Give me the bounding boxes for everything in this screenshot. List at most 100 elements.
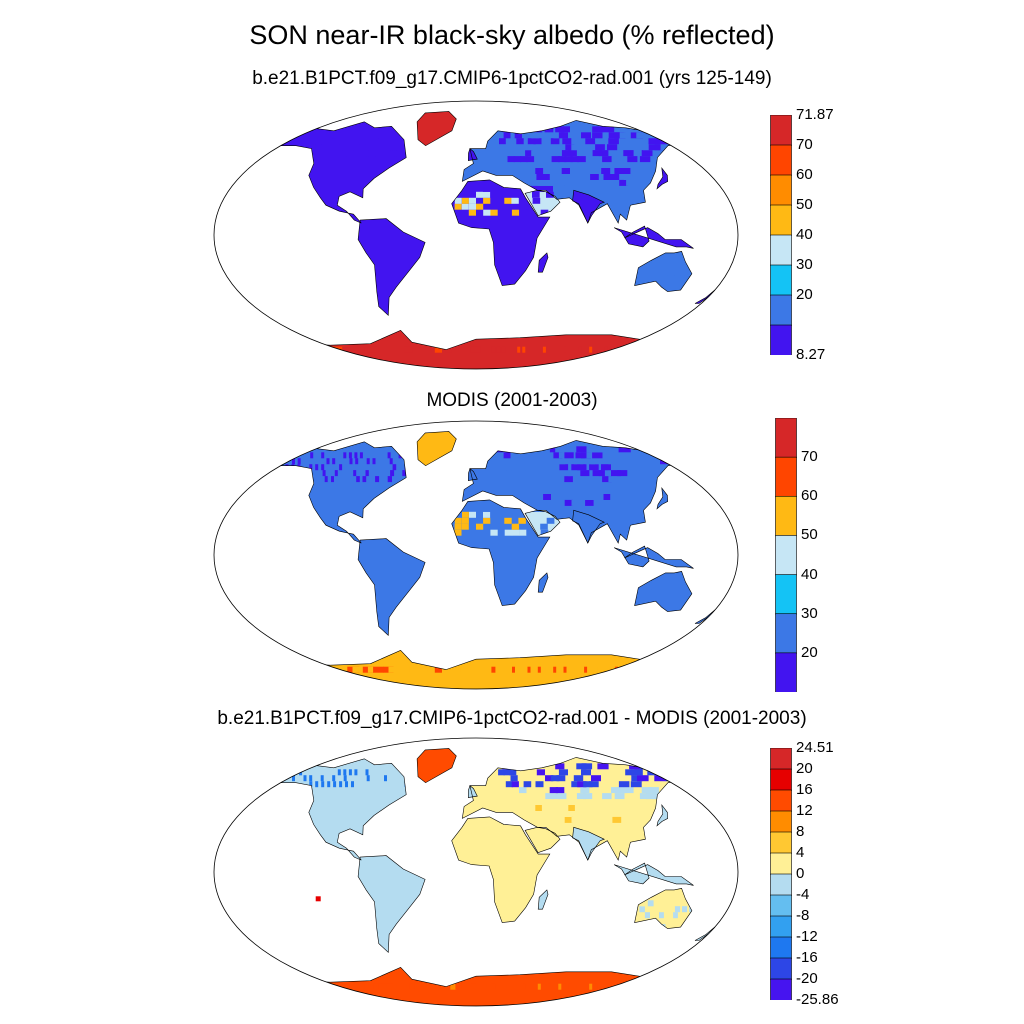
data-cell [390, 470, 395, 477]
data-cell [636, 281, 641, 288]
data-cell [602, 793, 612, 800]
data-cell [501, 346, 506, 353]
data-cell [614, 168, 624, 174]
data-cell [306, 666, 321, 673]
colorbar-label: 50 [801, 526, 818, 544]
data-cell [490, 846, 498, 853]
data-cell [644, 275, 650, 282]
data-cell [573, 458, 584, 465]
colorbar-label: 4 [796, 844, 805, 861]
data-cell [327, 781, 331, 788]
data-cell [367, 346, 379, 353]
data-cell [351, 781, 354, 788]
data-cell [341, 787, 344, 794]
data-cell [500, 470, 508, 477]
data-cell [627, 156, 638, 163]
colorbar-swatch [770, 978, 792, 1000]
data-cell [476, 346, 481, 353]
data-cell [555, 446, 565, 453]
data-cell [647, 787, 659, 794]
data-cell [537, 179, 546, 186]
coastline [634, 888, 693, 929]
data-cell [461, 517, 469, 524]
data-cell [476, 215, 484, 222]
data-cell [577, 464, 587, 471]
data-cell [598, 470, 609, 477]
data-cell [652, 595, 657, 602]
data-cell [303, 138, 307, 145]
data-cell [353, 470, 357, 477]
data-cell [571, 816, 580, 823]
coastline [467, 468, 478, 481]
data-cell [526, 156, 535, 163]
data-cell [555, 763, 565, 770]
data-cell [468, 197, 476, 204]
land-africa [451, 816, 550, 923]
colorbar-label: -12 [796, 928, 818, 945]
data-cell [644, 912, 650, 919]
coastline [451, 816, 551, 923]
data-cell [383, 983, 394, 990]
colorbar-swatch [770, 831, 792, 854]
panel-2-map [213, 420, 739, 690]
data-cell [490, 828, 498, 835]
data-cell [608, 138, 619, 145]
data-cell [368, 793, 373, 800]
data-cell [450, 983, 457, 990]
data-cell [536, 174, 545, 180]
colorbar-label: 8.27 [796, 346, 826, 363]
data-cell [523, 144, 532, 151]
data-cell [331, 476, 334, 483]
data-cell [505, 781, 513, 788]
data-cell [468, 535, 476, 542]
data-cell [557, 179, 566, 186]
data-cell [542, 132, 551, 139]
data-cell [545, 822, 553, 829]
data-cell [512, 535, 520, 542]
data-cell [496, 346, 501, 353]
data-cell [352, 666, 365, 673]
data-cell [536, 811, 545, 817]
data-cell [454, 203, 462, 210]
data-cell [510, 185, 518, 192]
colorbar-label: 20 [796, 760, 813, 777]
data-cell [470, 983, 476, 990]
coastline [467, 148, 478, 161]
data-cell [461, 523, 469, 530]
data-cell [545, 793, 554, 800]
data-cell [538, 822, 546, 829]
data-cell [531, 452, 540, 459]
colorbar-swatch [770, 915, 792, 938]
data-cell [592, 452, 603, 459]
data-cell [455, 983, 462, 990]
data-cell [576, 494, 586, 500]
data-cell [511, 464, 519, 471]
land-japan [657, 805, 668, 826]
data-cell [328, 787, 332, 794]
data-cell [321, 464, 325, 471]
data-cell [551, 179, 559, 186]
data-cell [558, 769, 568, 776]
data-cell [630, 464, 642, 471]
data-cell [315, 464, 319, 471]
data-cell [553, 834, 562, 841]
data-cell [339, 464, 343, 471]
map-frame [213, 737, 739, 1007]
data-cell [597, 763, 609, 770]
data-cell [684, 781, 697, 788]
panel-2-colorbar [775, 418, 797, 692]
data-cell [306, 983, 321, 990]
data-cell [592, 470, 603, 477]
data-cell [519, 852, 527, 859]
data-cell [663, 601, 669, 608]
data-cell [337, 156, 341, 163]
land-madagascar [538, 889, 548, 910]
data-cell [468, 203, 476, 210]
data-cell [656, 346, 660, 353]
data-cell [525, 840, 534, 847]
coastline [416, 111, 457, 147]
data-cell [309, 775, 313, 782]
coastline [451, 499, 551, 606]
coastline [277, 121, 407, 224]
data-cell [518, 203, 527, 210]
